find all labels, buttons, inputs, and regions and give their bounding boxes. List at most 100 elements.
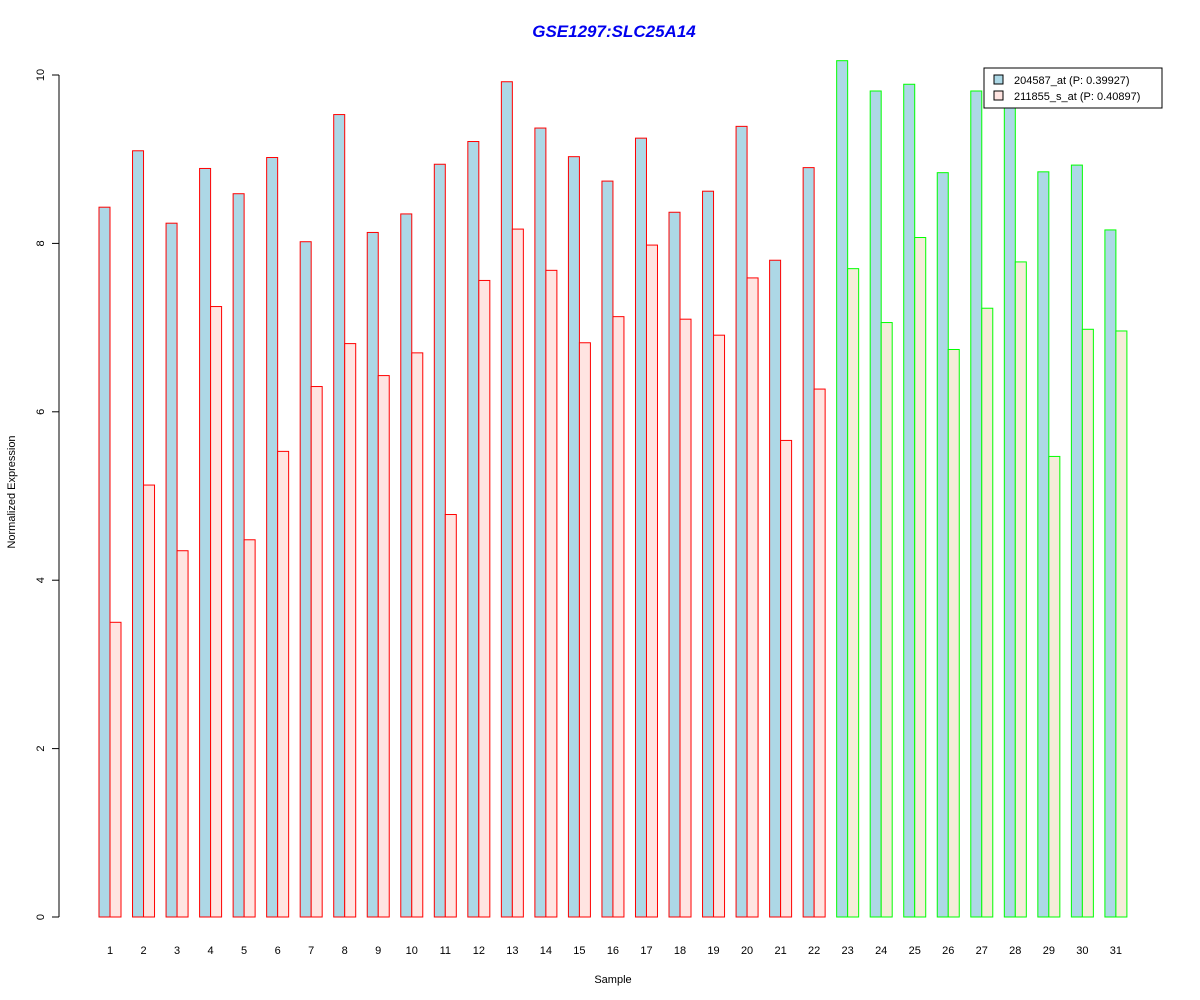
bar-series-1-sample-26 bbox=[936, 172, 949, 918]
bar-series-1-sample-6 bbox=[266, 157, 279, 918]
bar-series-2-sample-12 bbox=[478, 279, 491, 918]
bar-series-2-sample-3 bbox=[176, 550, 189, 918]
legend: 204587_at (P: 0.39927) 211855_s_at (P: 0… bbox=[983, 67, 1163, 109]
bar-series-1-sample-15 bbox=[567, 156, 580, 918]
bar-series-1-sample-4 bbox=[199, 167, 212, 918]
x-tick-label-23: 23 bbox=[842, 945, 854, 957]
bar-series-2-sample-8 bbox=[344, 343, 357, 918]
bar-series-2-sample-13 bbox=[511, 228, 524, 918]
x-tick-label-31: 31 bbox=[1110, 945, 1122, 957]
bar-series-2-sample-16 bbox=[612, 316, 625, 918]
bar-series-2-sample-6 bbox=[277, 450, 290, 918]
bar-series-1-sample-18 bbox=[668, 211, 681, 918]
bar-series-2-sample-26 bbox=[947, 348, 960, 918]
x-tick-label-29: 29 bbox=[1043, 945, 1055, 957]
bar-series-1-sample-1 bbox=[98, 206, 111, 918]
bar-series-1-sample-14 bbox=[534, 127, 547, 918]
bar-series-2-sample-4 bbox=[210, 306, 223, 918]
x-tick-label-6: 6 bbox=[275, 945, 281, 957]
y-tick-label-8: 8 bbox=[35, 240, 47, 246]
x-tick-label-19: 19 bbox=[707, 945, 719, 957]
x-tick-label-22: 22 bbox=[808, 945, 820, 957]
legend-label-series-1: 204587_at (P: 0.39927) bbox=[1014, 75, 1130, 87]
x-axis-label: Sample bbox=[594, 974, 631, 986]
x-tick-label-5: 5 bbox=[241, 945, 247, 957]
y-tick-label-6: 6 bbox=[35, 409, 47, 415]
legend-swatch-series-1 bbox=[993, 74, 1004, 85]
bar-series-2-sample-17 bbox=[645, 244, 658, 918]
bar-series-1-sample-7 bbox=[299, 241, 312, 918]
bar-series-2-sample-9 bbox=[377, 375, 390, 918]
y-tick-label-10: 10 bbox=[35, 69, 47, 81]
bar-series-1-sample-12 bbox=[467, 141, 480, 918]
bar-series-2-sample-10 bbox=[411, 352, 424, 918]
x-tick-label-17: 17 bbox=[640, 945, 652, 957]
bar-series-2-sample-21 bbox=[780, 439, 793, 918]
bar-series-1-sample-13 bbox=[500, 81, 513, 918]
bar-series-2-sample-25 bbox=[914, 237, 927, 918]
x-tick-label-3: 3 bbox=[174, 945, 180, 957]
x-tick-label-15: 15 bbox=[573, 945, 585, 957]
x-tick-label-8: 8 bbox=[342, 945, 348, 957]
bar-series-1-sample-29 bbox=[1037, 171, 1050, 918]
bar-series-2-sample-5 bbox=[243, 539, 256, 918]
x-tick-label-24: 24 bbox=[875, 945, 887, 957]
bar-series-1-sample-24 bbox=[869, 90, 882, 918]
x-tick-label-30: 30 bbox=[1076, 945, 1088, 957]
y-axis: 0 2 4 6 8 10 bbox=[35, 69, 60, 920]
x-tick-label-26: 26 bbox=[942, 945, 954, 957]
x-tick-labels: 1 2 3 4 5 6 7 8 9 10 11 12 13 14 15 16 17 18 19 20 21 22 23 24 2… bbox=[107, 945, 1122, 957]
bar-series-2-sample-27 bbox=[981, 307, 994, 918]
bar-series-1-sample-23 bbox=[836, 60, 849, 918]
x-tick-label-18: 18 bbox=[674, 945, 686, 957]
bar-series-1-sample-20 bbox=[735, 125, 748, 918]
x-tick-label-7: 7 bbox=[308, 945, 314, 957]
x-tick-label-10: 10 bbox=[406, 945, 418, 957]
bar-series-1-sample-19 bbox=[702, 190, 715, 918]
x-tick-label-25: 25 bbox=[909, 945, 921, 957]
bar-series-2-sample-18 bbox=[679, 318, 692, 918]
bar-series-2-sample-2 bbox=[143, 484, 156, 918]
bar-series-2-sample-29 bbox=[1048, 455, 1061, 918]
x-tick-label-1: 1 bbox=[107, 945, 113, 957]
bar-series-2-sample-24 bbox=[880, 322, 893, 918]
x-tick-label-28: 28 bbox=[1009, 945, 1021, 957]
bar-series-1-sample-21 bbox=[769, 259, 782, 918]
legend-box bbox=[983, 67, 1163, 109]
y-tick-label-0: 0 bbox=[35, 914, 47, 920]
bar-series-1-sample-10 bbox=[400, 213, 413, 918]
x-tick-label-4: 4 bbox=[208, 945, 214, 957]
bar-series-1-sample-25 bbox=[903, 83, 916, 918]
y-tick-label-4: 4 bbox=[35, 577, 47, 583]
y-axis-label: Normalized Expression bbox=[6, 435, 18, 548]
bars-group bbox=[98, 60, 1128, 918]
bar-series-1-sample-8 bbox=[333, 114, 346, 918]
bar-series-1-sample-5 bbox=[232, 193, 245, 918]
bar-series-2-sample-11 bbox=[444, 514, 457, 918]
bar-series-1-sample-11 bbox=[433, 163, 446, 918]
chart-title: GSE1297:SLC25A14 bbox=[532, 22, 696, 41]
x-tick-label-21: 21 bbox=[774, 945, 786, 957]
bar-series-2-sample-19 bbox=[713, 334, 726, 918]
bar-series-1-sample-22 bbox=[802, 167, 815, 918]
bar-series-1-sample-30 bbox=[1070, 164, 1083, 918]
bar-series-2-sample-22 bbox=[813, 388, 826, 918]
bar-series-1-sample-17 bbox=[634, 137, 647, 918]
bar-series-2-sample-30 bbox=[1081, 328, 1094, 918]
legend-label-series-2: 211855_s_at (P: 0.40897) bbox=[1014, 91, 1140, 103]
bar-series-1-sample-2 bbox=[132, 150, 145, 918]
y-tick-label-2: 2 bbox=[35, 746, 47, 752]
x-tick-label-12: 12 bbox=[473, 945, 485, 957]
x-tick-label-14: 14 bbox=[540, 945, 552, 957]
bar-series-1-sample-9 bbox=[366, 231, 379, 918]
x-tick-label-9: 9 bbox=[375, 945, 381, 957]
bar-series-1-sample-27 bbox=[970, 90, 983, 918]
legend-swatch-series-2 bbox=[993, 90, 1004, 101]
bar-series-2-sample-31 bbox=[1115, 330, 1128, 918]
bar-series-1-sample-28 bbox=[1003, 107, 1016, 918]
x-tick-label-11: 11 bbox=[440, 945, 451, 957]
bar-series-2-sample-15 bbox=[578, 342, 591, 918]
bar-series-1-sample-16 bbox=[601, 180, 614, 918]
bar-series-2-sample-14 bbox=[545, 269, 558, 918]
